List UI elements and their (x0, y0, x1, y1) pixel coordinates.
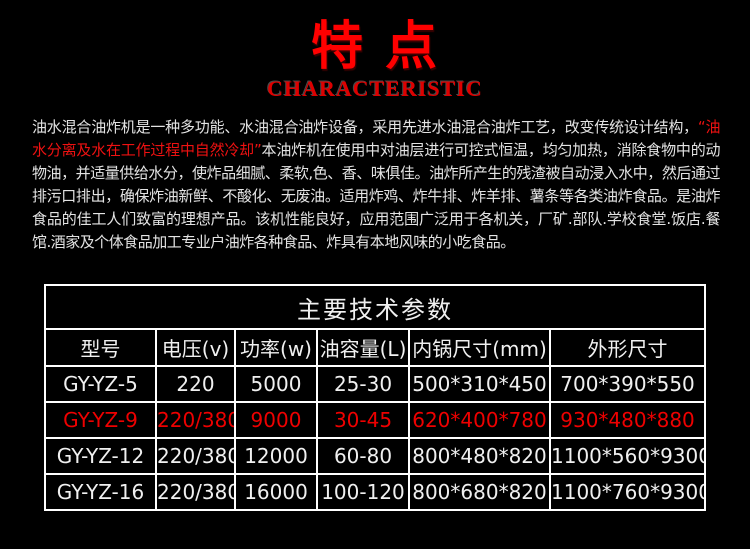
col-header-overall-size: 外形尺寸 (548, 328, 707, 367)
col-header-power: 功率(w) (234, 328, 318, 367)
cell-capacity: 30-45 (316, 401, 410, 439)
cell-pot-size: 800*680*820 (408, 473, 551, 511)
description-text-white-1: 油水混合油炸机是一种多功能、水油混合油炸设备，采用先进水油混合油炸工艺，改变传统… (32, 118, 698, 136)
page-subtitle: CHARACTERISTIC (267, 76, 483, 101)
cell-voltage: 220/380 (155, 473, 236, 511)
product-description: 油水混合油炸机是一种多功能、水油混合油炸设备，采用先进水油混合油炸工艺，改变传统… (32, 116, 721, 254)
table-row: GY-YZ-12 220/380 12000 60-80 800*480*820… (44, 437, 707, 475)
cell-pot-size: 620*400*780 (408, 401, 551, 439)
cell-capacity: 60-80 (316, 437, 410, 475)
cell-power: 12000 (234, 437, 318, 475)
cell-overall-size: 1100*760*9300 (548, 473, 707, 511)
cell-power: 16000 (234, 473, 318, 511)
cell-capacity: 100-120 (316, 473, 410, 511)
cell-model: GY-YZ-5 (44, 365, 157, 403)
table-row: GY-YZ-16 220/380 16000 100-120 800*680*8… (44, 473, 707, 511)
description-text-red: “油水分离及水在工作过程中自然冷却” (32, 118, 721, 159)
col-header-model: 型号 (44, 328, 157, 367)
table-title-row: 主要技术参数 (43, 284, 707, 330)
cell-voltage: 220/380 (155, 401, 236, 439)
cell-model: GY-YZ-9 (44, 401, 157, 439)
table-header-row: 型号 电压(v) 功率(w) 油容量(L) 内锅尺寸(mm) 外形尺寸 (44, 328, 707, 367)
table-row-highlighted: GY-YZ-9 220/380 9000 30-45 620*400*780 9… (44, 401, 707, 439)
description-text-white-2: 本油炸机在使用中对油层进行可控式恒温，均匀加热，消除食物中的动物油，并适量供给水… (32, 141, 721, 251)
cell-power: 9000 (234, 401, 318, 439)
cell-model: GY-YZ-16 (44, 473, 157, 511)
cell-voltage: 220 (155, 365, 236, 403)
cell-pot-size: 800*480*820 (408, 437, 551, 475)
col-header-voltage: 电压(v) (155, 328, 236, 367)
cell-overall-size: 930*480*880 (548, 401, 707, 439)
cell-capacity: 25-30 (316, 365, 410, 403)
table-title: 主要技术参数 (43, 284, 707, 330)
cell-voltage: 220/380 (155, 437, 236, 475)
col-header-pot-size: 内锅尺寸(mm) (408, 328, 551, 367)
cell-pot-size: 500*310*450 (408, 365, 551, 403)
cell-power: 5000 (234, 365, 318, 403)
spec-table: 主要技术参数 型号 电压(v) 功率(w) 油容量(L) 内锅尺寸(mm) 外形… (43, 284, 707, 511)
page-title: 特 点 (310, 17, 440, 77)
cell-overall-size: 700*390*550 (548, 365, 707, 403)
table-row: GY-YZ-5 220 5000 25-30 500*310*450 700*3… (44, 365, 707, 403)
cell-model: GY-YZ-12 (44, 437, 157, 475)
cell-overall-size: 1100*560*9300 (548, 437, 707, 475)
col-header-capacity: 油容量(L) (316, 328, 410, 367)
